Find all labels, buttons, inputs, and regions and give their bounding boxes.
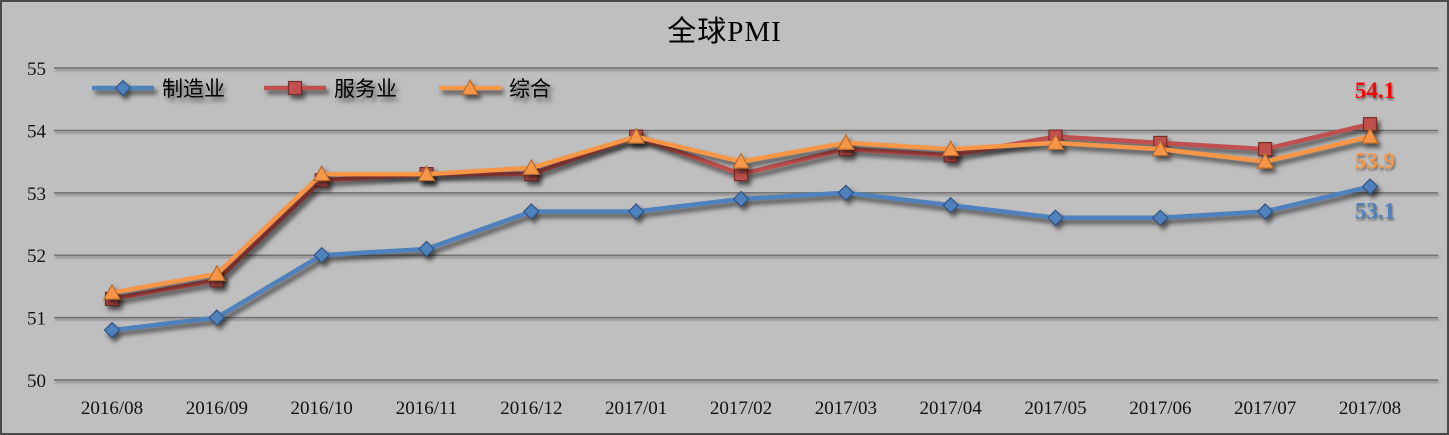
triangle-marker [312, 164, 331, 182]
triangle-marker [460, 78, 480, 96]
series-line-manufacturing [109, 184, 1373, 333]
square-marker [287, 80, 303, 96]
triangle-marker [627, 127, 646, 144]
triangle-marker [417, 164, 436, 182]
diamond-marker [208, 309, 226, 326]
series-composite [102, 127, 1380, 300]
x-axis-label-8: 2017/04 [920, 398, 983, 419]
x-axis-label-4: 2016/12 [500, 398, 562, 419]
triangle-marker [1046, 133, 1065, 150]
y-axis-label-55: 55 [27, 59, 46, 80]
triangle-marker [731, 152, 751, 169]
y-axis-label-53: 53 [27, 184, 46, 205]
x-axis-label-2: 2016/10 [291, 398, 353, 419]
triangle-marker [1151, 139, 1170, 157]
end-label-composite: 53.9 [1355, 149, 1395, 174]
y-axis-label-52: 52 [27, 246, 46, 267]
x-axis-label-10: 2017/06 [1129, 398, 1191, 419]
diamond-marker [1047, 209, 1064, 227]
x-axis-label-0: 2016/08 [81, 398, 143, 419]
legend: 制造业 服务业 综合 [92, 77, 551, 101]
x-axis-label-12: 2017/08 [1339, 398, 1401, 419]
triangle-marker [1256, 152, 1275, 169]
diamond-marker [103, 321, 121, 339]
legend-item-composite: 综合 [439, 77, 551, 101]
diamond-marker [418, 240, 435, 258]
diamond-marker [1256, 203, 1274, 220]
series-services [104, 117, 1378, 306]
triangle-marker [522, 158, 541, 175]
x-axis-label-9: 2017/05 [1024, 398, 1086, 419]
legend-label-services: 服务业 [334, 77, 397, 101]
y-axis-label-51: 51 [27, 309, 46, 330]
triangle-marker [941, 139, 960, 157]
x-axis-label-1: 2016/09 [186, 398, 248, 419]
diamond-marker [627, 203, 645, 220]
y-axis-label-54: 54 [27, 121, 47, 142]
end-label-services: 54.1 [1355, 78, 1395, 103]
x-axis-label-6: 2017/02 [710, 398, 772, 419]
x-axis-label-7: 2017/03 [815, 398, 877, 419]
diamond-marker [732, 190, 750, 208]
diamond-marker [114, 79, 132, 97]
end-label-manufacturing: 53.1 [1355, 199, 1395, 224]
triangle-marker [836, 133, 855, 150]
x-axis-label-11: 2017/07 [1234, 398, 1296, 419]
legend-label-manufacturing: 制造业 [162, 77, 225, 101]
diamond-marker [942, 196, 960, 214]
diamond-marker [837, 184, 855, 202]
x-axis-label-3: 2016/11 [396, 398, 458, 419]
legend-label-composite: 综合 [509, 77, 551, 101]
diamond-marker [1361, 178, 1379, 195]
triangle-marker [207, 264, 226, 282]
diamond-marker [313, 246, 331, 264]
square-marker [733, 166, 749, 182]
triangle-marker [102, 283, 122, 300]
series-manufacturing [103, 178, 1379, 339]
legend-item-services: 服务业 [264, 77, 397, 101]
y-axis-label-50: 50 [27, 371, 46, 392]
legend-item-manufacturing: 制造业 [92, 77, 225, 101]
triangle-marker [1360, 127, 1380, 144]
diamond-marker [1151, 209, 1169, 227]
chart-title: 全球PMI [667, 16, 782, 48]
x-axis-label-5: 2017/01 [605, 398, 667, 419]
diamond-marker [522, 203, 540, 220]
